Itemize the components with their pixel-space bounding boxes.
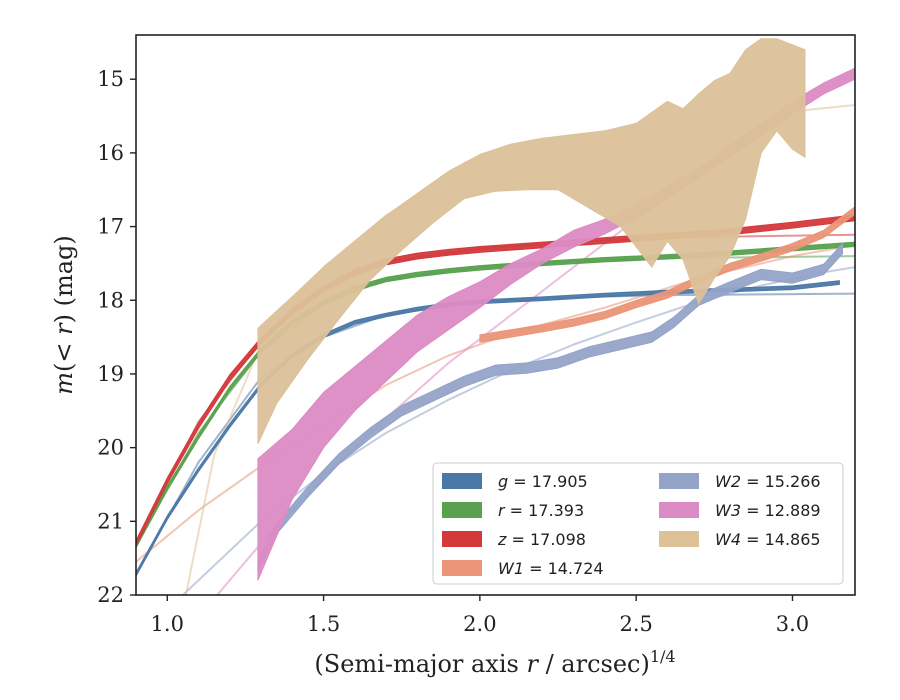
x-tick-label: 3.0 xyxy=(776,612,809,636)
y-tick-label: 19 xyxy=(97,362,124,386)
legend-label: W3 = 12.889 xyxy=(715,501,821,520)
legend-entries: g = 17.905 r = 17.393 z = 17.098 W1 = 14.72… xyxy=(442,472,821,578)
legend-box xyxy=(432,462,844,585)
legend-swatch xyxy=(442,473,482,489)
y-tick-label: 22 xyxy=(97,583,124,607)
series-layer xyxy=(136,38,855,595)
y-ticks: 15 16 17 18 19 20 21 22 xyxy=(97,67,136,607)
x-tick-label: 2.5 xyxy=(619,612,652,636)
legend-label: W2 = 15.266 xyxy=(715,472,821,491)
legend-swatch xyxy=(442,560,482,576)
legend-swatch xyxy=(442,502,482,518)
legend: g = 17.905 r = 17.393 z = 17.098 W1 = 14.72… xyxy=(432,462,844,585)
legend-label: r = 17.393 xyxy=(498,501,584,520)
legend-label: W1 = 14.724 xyxy=(498,559,604,578)
plot-frame xyxy=(135,34,856,596)
y-tick-label: 17 xyxy=(97,215,124,239)
y-axis-title: m(< r) (mag) xyxy=(50,235,78,395)
w1-band xyxy=(479,206,855,343)
x-ticks: 1.0 1.5 2.0 2.5 3.0 xyxy=(151,595,809,636)
y-tick-label: 20 xyxy=(97,436,124,460)
legend-label: W4 = 14.865 xyxy=(715,530,821,549)
x-axis-title: (Semi-major axis r / arcsec)1/4 xyxy=(314,647,675,678)
y-tick-label: 16 xyxy=(97,141,124,165)
x-tick-label: 1.5 xyxy=(307,612,340,636)
legend-label: z = 17.098 xyxy=(497,530,586,549)
w4-band xyxy=(257,38,806,445)
x-tick-label: 2.0 xyxy=(463,612,496,636)
legend-swatch xyxy=(442,531,482,547)
legend-label: g = 17.905 xyxy=(498,472,588,491)
legend-swatch xyxy=(659,502,699,518)
y-tick-label: 18 xyxy=(97,288,124,312)
y-tick-label: 21 xyxy=(97,509,124,533)
legend-swatch xyxy=(659,473,699,489)
w3-band xyxy=(257,67,855,581)
legend-swatch xyxy=(659,531,699,547)
y-tick-label: 15 xyxy=(97,67,124,91)
x-tick-label: 1.0 xyxy=(151,612,184,636)
w2-band xyxy=(257,242,843,571)
